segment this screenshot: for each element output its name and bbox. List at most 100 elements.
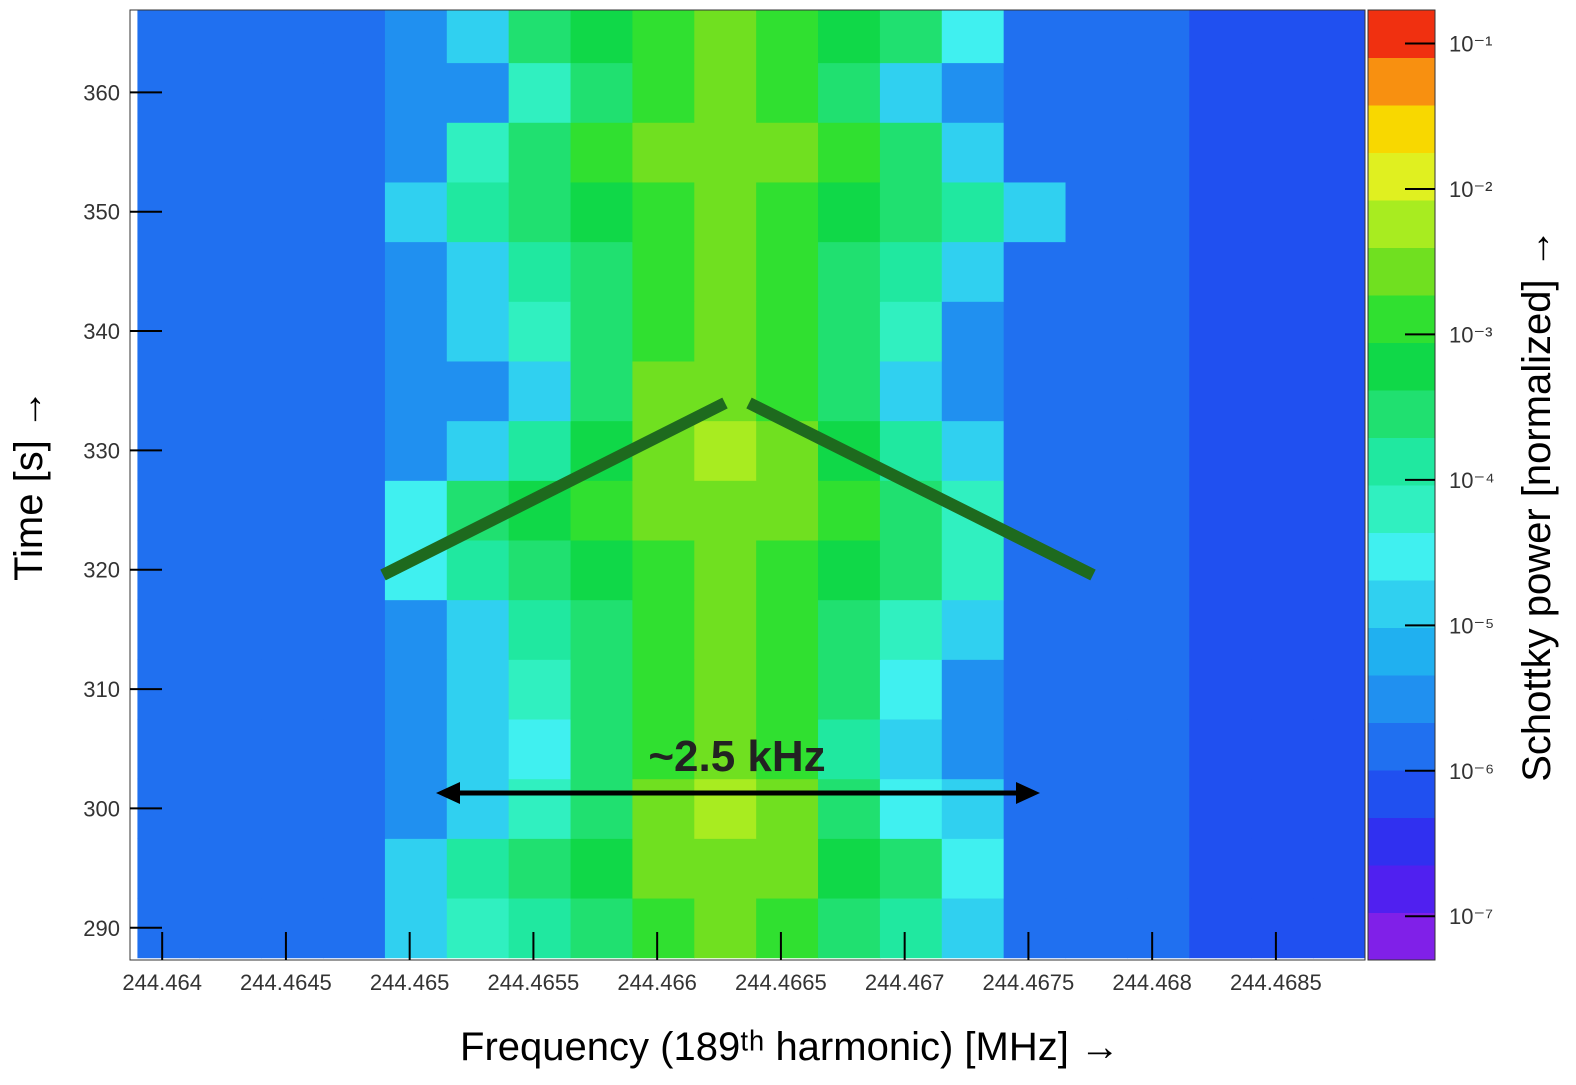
heat-cell: [508, 241, 572, 302]
heat-cell: [1251, 659, 1314, 720]
heat-cell: [1189, 659, 1252, 720]
heat-cell: [323, 241, 386, 302]
heat-cell: [384, 718, 448, 780]
colorbar-tick-label: 10⁻³: [1449, 322, 1492, 347]
heat-cell: [508, 360, 572, 422]
axes: 244.464 244.4645 244.465 244.4655 244.466 244…: [83, 9, 1495, 995]
annotations: ~2.5 kHz: [380, 397, 1096, 804]
heat-cell: [1189, 241, 1252, 302]
heat-cell: [261, 838, 324, 899]
y-tick-label: 350: [83, 200, 120, 225]
heat-cell: [508, 62, 572, 123]
heat-cell: [1127, 599, 1190, 660]
heat-cell: [384, 778, 448, 839]
annotation: ~2.5 kHz: [648, 732, 825, 781]
heat-cell: [508, 778, 572, 839]
heat-cell: [570, 62, 634, 123]
heat-cell: [137, 480, 200, 541]
heat-cell: [323, 539, 386, 601]
heat-cell: [818, 480, 881, 541]
heat-cell: [261, 420, 324, 481]
colorbar-band: [1368, 722, 1435, 771]
heat-cell: [756, 122, 819, 183]
heat-cell: [1003, 122, 1067, 183]
heat-cell: [1189, 122, 1252, 183]
x-tick-label: 244.467: [865, 970, 945, 995]
heat-cell: [323, 778, 386, 839]
colorbar-band: [1368, 770, 1435, 818]
heat-cell: [1189, 301, 1252, 362]
heat-cell: [570, 718, 634, 780]
heat-cell: [1003, 599, 1067, 660]
heat-cell: [1003, 62, 1067, 123]
heat-cell: [137, 360, 200, 422]
heat-cell: [818, 10, 881, 64]
heat-cell: [694, 10, 757, 64]
heat-cell: [879, 778, 943, 839]
heat-cell: [446, 241, 510, 302]
heat-cell: [1065, 10, 1129, 64]
heat-cell: [323, 718, 386, 780]
heat-cell: [1127, 181, 1190, 243]
colorbar-band: [1368, 342, 1435, 391]
heat-cell: [570, 181, 634, 243]
heat-cell: [1003, 420, 1067, 481]
heat-cell: [879, 301, 943, 362]
heat-cell: [879, 539, 943, 601]
heat-cell: [137, 838, 200, 899]
x-tick-label: 244.4685: [1230, 970, 1322, 995]
heat-cell: [261, 241, 324, 302]
heat-cell: [818, 659, 881, 720]
colorbar-tick-label: 10⁻⁷: [1449, 904, 1493, 929]
heat-cell: [1003, 897, 1067, 959]
heat-cell: [941, 718, 1005, 780]
heat-cell: [1127, 241, 1190, 302]
heat-cell: [879, 599, 943, 660]
heatmap: [137, 10, 1365, 959]
heat-cell: [1313, 718, 1365, 780]
heat-cell: [1189, 181, 1252, 243]
heat-cell: [694, 778, 757, 839]
arrow-head: [1016, 782, 1040, 804]
heat-cell: [1127, 301, 1190, 362]
heat-cell: [1065, 659, 1129, 720]
heat-cell: [508, 599, 572, 660]
heat-cell: [756, 181, 819, 243]
x-tick-label: 244.464: [122, 970, 202, 995]
heat-cell: [570, 360, 634, 422]
heat-cell: [137, 10, 200, 64]
heat-cell: [632, 241, 695, 302]
heat-cell: [508, 897, 572, 959]
heat-cell: [384, 10, 448, 64]
heat-cell: [1127, 718, 1190, 780]
heat-cell: [446, 838, 510, 899]
heat-cell: [508, 718, 572, 780]
heat-cell: [879, 360, 943, 422]
heat-cell: [632, 122, 695, 183]
heat-cell: [756, 718, 819, 780]
heat-cell: [1003, 718, 1067, 780]
heat-cell: [818, 897, 881, 959]
heat-cell: [818, 539, 881, 601]
heat-cell: [941, 10, 1005, 64]
heat-cell: [632, 10, 695, 64]
heat-cell: [1313, 301, 1365, 362]
heat-cell: [1189, 62, 1252, 123]
heat-cell: [818, 838, 881, 899]
heat-cell: [199, 62, 262, 123]
x-tick-label: 244.465: [370, 970, 450, 995]
heat-cell: [1003, 241, 1067, 302]
heat-cell: [1003, 181, 1067, 243]
y-tick-label: 310: [83, 677, 120, 702]
x-tick-label: 244.4665: [735, 970, 827, 995]
heat-cell: [1313, 778, 1365, 839]
heat-cell: [941, 599, 1005, 660]
heat-cell: [446, 659, 510, 720]
heat-cell: [1189, 599, 1252, 660]
heat-cell: [632, 539, 695, 601]
heat-cell: [261, 62, 324, 123]
heat-cell: [941, 420, 1005, 481]
heat-cell: [879, 241, 943, 302]
heat-cell: [137, 241, 200, 302]
